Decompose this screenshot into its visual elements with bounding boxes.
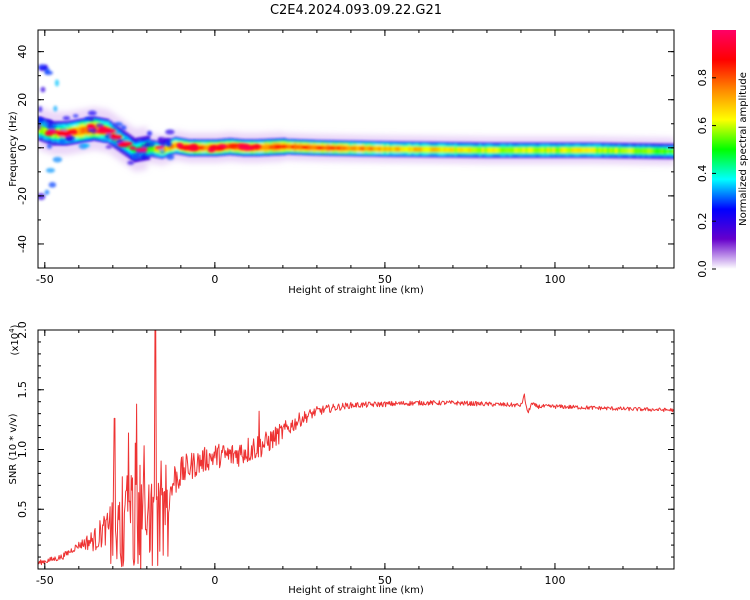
spectrogram-axes: -50 0 50 100 -40 -20 0 20 40 <box>16 30 674 286</box>
spectrogram-y-tick-label: 20 <box>16 93 29 107</box>
colorbar-strip <box>712 30 736 269</box>
colorbar-tick-label: 0.2 <box>696 212 709 230</box>
spectrogram-panel: -50 0 50 100 -40 -20 0 20 40 Height of straight … <box>8 29 675 296</box>
snr-panel: -50 0 50 100 0.5 1.0 1.5 2.0 Height of straight… <box>8 321 675 596</box>
snr-series-line <box>38 330 674 569</box>
snr-y-tick-label: 1.0 <box>16 441 29 459</box>
spectrogram-x-tick-label: 100 <box>544 273 565 286</box>
spectrogram-x-tick-label: -50 <box>36 273 54 286</box>
snr-x-tick-label: -50 <box>36 574 54 587</box>
colorbar: 0.0 0.2 0.4 0.6 0.8 Normalized spectral ampl… <box>696 30 749 278</box>
spectrogram-heat <box>38 64 674 201</box>
spectrogram-y-tick-label: 0 <box>16 144 29 151</box>
snr-x-tick-label: 0 <box>211 574 218 587</box>
snr-x-tick-label: 100 <box>544 574 565 587</box>
colorbar-tick-label: 0.4 <box>696 165 709 183</box>
spectrogram-frame <box>37 29 675 269</box>
colorbar-label: Normalized spectral amplitude <box>738 72 749 226</box>
spectrogram-noise-blobs <box>38 64 262 201</box>
snr-axes: -50 0 50 100 0.5 1.0 1.5 2.0 <box>16 321 674 587</box>
spectrogram-y-tick-label: -40 <box>16 235 29 253</box>
colorbar-tick-label: 0.6 <box>696 117 709 135</box>
spectrogram-x-tick-label: 50 <box>378 273 392 286</box>
colorbar-tick-label: 0.0 <box>696 260 709 278</box>
chart-title: C2E4.2024.093.09.22.G21 <box>270 3 442 18</box>
spectrogram-y-axis-label: Frequency (Hz) <box>8 111 19 187</box>
colorbar-ticks: 0.0 0.2 0.4 0.6 0.8 <box>696 69 716 278</box>
spectrogram-x-tick-label: 0 <box>211 273 218 286</box>
spectrogram-y-tick-label: -20 <box>16 187 29 205</box>
snr-y-axis-label: SNR (10 * v/v) <box>8 413 19 484</box>
spectrogram-x-axis-label: Height of straight line (km) <box>288 285 424 296</box>
snr-x-tick-label: 50 <box>378 574 392 587</box>
snr-y-scale-label: (x104) <box>8 324 21 355</box>
snr-y-tick-label: 2.0 <box>16 321 29 339</box>
spectrogram-y-tick-label: 40 <box>16 45 29 59</box>
snr-y-tick-label: 1.5 <box>16 381 29 399</box>
snr-y-tick-label: 0.5 <box>16 501 29 519</box>
colorbar-tick-label: 0.8 <box>696 69 709 87</box>
snr-x-axis-label: Height of straight line (km) <box>288 585 424 596</box>
